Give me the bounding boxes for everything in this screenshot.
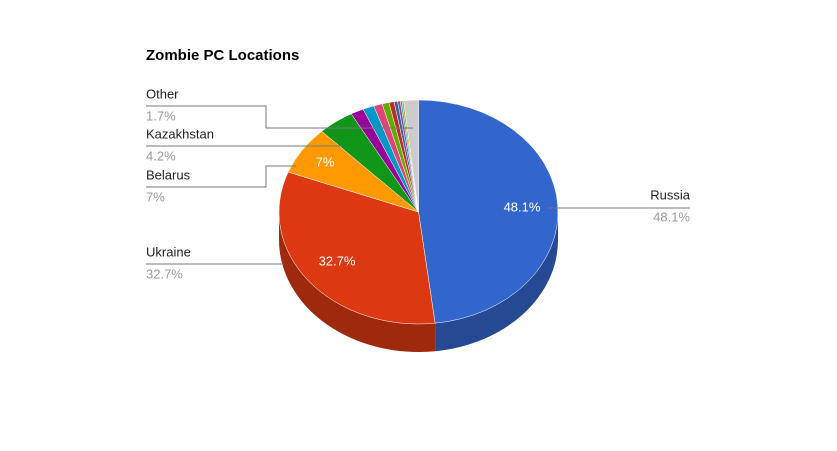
data-label: 48.1% xyxy=(504,199,541,214)
legend-value: 4.2% xyxy=(146,148,176,163)
slice xyxy=(278,171,436,325)
legend-label: Kazakhstan xyxy=(146,126,214,141)
legend-label: Belarus xyxy=(146,167,191,182)
legend-value: 1.7% xyxy=(146,108,176,123)
legend-value: 32.7% xyxy=(146,266,183,281)
data-label: 32.7% xyxy=(319,253,356,268)
legend-label: Other xyxy=(146,86,179,101)
slice xyxy=(418,99,559,324)
legend-label: Russia xyxy=(650,187,691,202)
leader-line xyxy=(146,105,413,129)
chart-title: Zombie PC Locations xyxy=(146,47,299,64)
leader-line xyxy=(146,165,296,188)
legend-value: 48.1% xyxy=(653,209,690,224)
legend-value: 7% xyxy=(146,189,165,204)
slice-side xyxy=(279,212,436,352)
slice-side xyxy=(435,212,558,352)
data-label: 7% xyxy=(316,154,335,169)
legend-label: Ukraine xyxy=(146,244,191,259)
